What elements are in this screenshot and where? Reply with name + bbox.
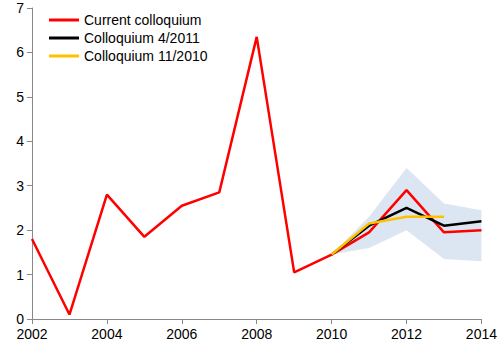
- svg-text:2014: 2014: [466, 326, 497, 342]
- svg-text:7: 7: [16, 0, 24, 16]
- svg-text:2: 2: [16, 222, 24, 238]
- svg-text:2002: 2002: [16, 326, 47, 342]
- svg-text:3: 3: [16, 178, 24, 194]
- svg-text:0: 0: [16, 311, 24, 327]
- svg-text:Colloquium 4/2011: Colloquium 4/2011: [84, 30, 200, 46]
- svg-text:2010: 2010: [316, 326, 347, 342]
- svg-text:2004: 2004: [91, 326, 122, 342]
- svg-text:2006: 2006: [166, 326, 197, 342]
- svg-text:2008: 2008: [241, 326, 272, 342]
- svg-text:2012: 2012: [391, 326, 422, 342]
- svg-text:Colloquium 11/2010: Colloquium 11/2010: [84, 48, 208, 64]
- svg-text:4: 4: [16, 133, 24, 149]
- svg-text:1: 1: [16, 267, 24, 283]
- svg-text:Current colloquium: Current colloquium: [84, 12, 202, 28]
- svg-text:6: 6: [16, 44, 24, 60]
- svg-text:5: 5: [16, 89, 24, 105]
